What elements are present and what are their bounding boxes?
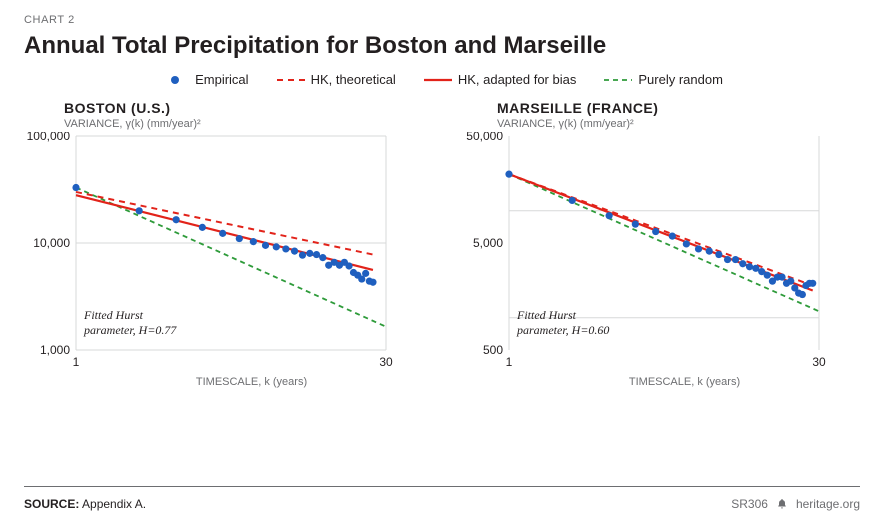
legend-label-random: Purely random bbox=[638, 72, 723, 87]
chart-title: Annual Total Precipitation for Boston an… bbox=[24, 32, 860, 60]
panel-marseille: MARSEILLE (FRANCE) VARIANCE, γ(k) (mm/yea… bbox=[457, 100, 860, 388]
footer-code: SR306 bbox=[731, 497, 768, 511]
svg-text:50,000: 50,000 bbox=[466, 132, 503, 143]
y-axis-label: VARIANCE, γ(k) (mm/year)² bbox=[64, 118, 427, 130]
y-axis-label: VARIANCE, γ(k) (mm/year)² bbox=[497, 118, 860, 130]
source: SOURCE: Appendix A. bbox=[24, 497, 146, 511]
legend-item-hk_bias: HK, adapted for bias bbox=[424, 72, 577, 87]
svg-text:1: 1 bbox=[506, 355, 513, 369]
svg-text:1,000: 1,000 bbox=[40, 343, 70, 357]
legend-swatch-hk_bias bbox=[424, 73, 452, 87]
legend-swatch-random bbox=[604, 73, 632, 87]
panel-title-marseille: MARSEILLE (FRANCE) bbox=[497, 100, 860, 116]
panel-title-boston: BOSTON (U.S.) bbox=[64, 100, 427, 116]
svg-text:10,000: 10,000 bbox=[33, 236, 70, 250]
legend-label-hk_theo: HK, theoretical bbox=[311, 72, 396, 87]
bell-icon bbox=[776, 498, 788, 510]
panel-boston: BOSTON (U.S.) VARIANCE, γ(k) (mm/year)² 1,… bbox=[24, 100, 427, 388]
footer-site: heritage.org bbox=[796, 497, 860, 511]
legend-item-random: Purely random bbox=[604, 72, 723, 87]
legend-item-hk_theo: HK, theoretical bbox=[277, 72, 396, 87]
svg-text:30: 30 bbox=[812, 355, 826, 369]
plot-boston: 1,000 10,000 100,000 1 30 Fitted Hurstparamet… bbox=[24, 132, 427, 372]
legend-item-empirical: Empirical bbox=[161, 72, 248, 87]
svg-text:1: 1 bbox=[73, 355, 80, 369]
svg-text:100,000: 100,000 bbox=[27, 132, 71, 143]
source-label: SOURCE: bbox=[24, 497, 79, 511]
footer: SOURCE: Appendix A. SR306 heritage.org bbox=[24, 486, 860, 511]
svg-text:30: 30 bbox=[379, 355, 393, 369]
x-axis-label: TIMESCALE, k (years) bbox=[76, 376, 427, 388]
annotation-boston: Fitted Hurstparameter, H=0.77 bbox=[84, 308, 176, 338]
plot-marseille: 500 5,000 50,000 1 30 Fitted Hurstparameter, … bbox=[457, 132, 860, 372]
svg-text:500: 500 bbox=[483, 343, 503, 357]
legend-swatch-empirical bbox=[161, 73, 189, 87]
annotation-marseille: Fitted Hurstparameter, H=0.60 bbox=[517, 308, 609, 338]
svg-text:5,000: 5,000 bbox=[473, 236, 503, 250]
legend-label-empirical: Empirical bbox=[195, 72, 248, 87]
legend: Empirical HK, theoretical HK, adapted for … bbox=[24, 72, 860, 90]
chart-kicker: CHART 2 bbox=[24, 14, 860, 26]
legend-label-hk_bias: HK, adapted for bias bbox=[458, 72, 577, 87]
legend-swatch-hk_theo bbox=[277, 73, 305, 87]
panels-container: BOSTON (U.S.) VARIANCE, γ(k) (mm/year)² 1,… bbox=[24, 100, 860, 388]
x-axis-label: TIMESCALE, k (years) bbox=[509, 376, 860, 388]
source-text: Appendix A. bbox=[82, 497, 146, 511]
